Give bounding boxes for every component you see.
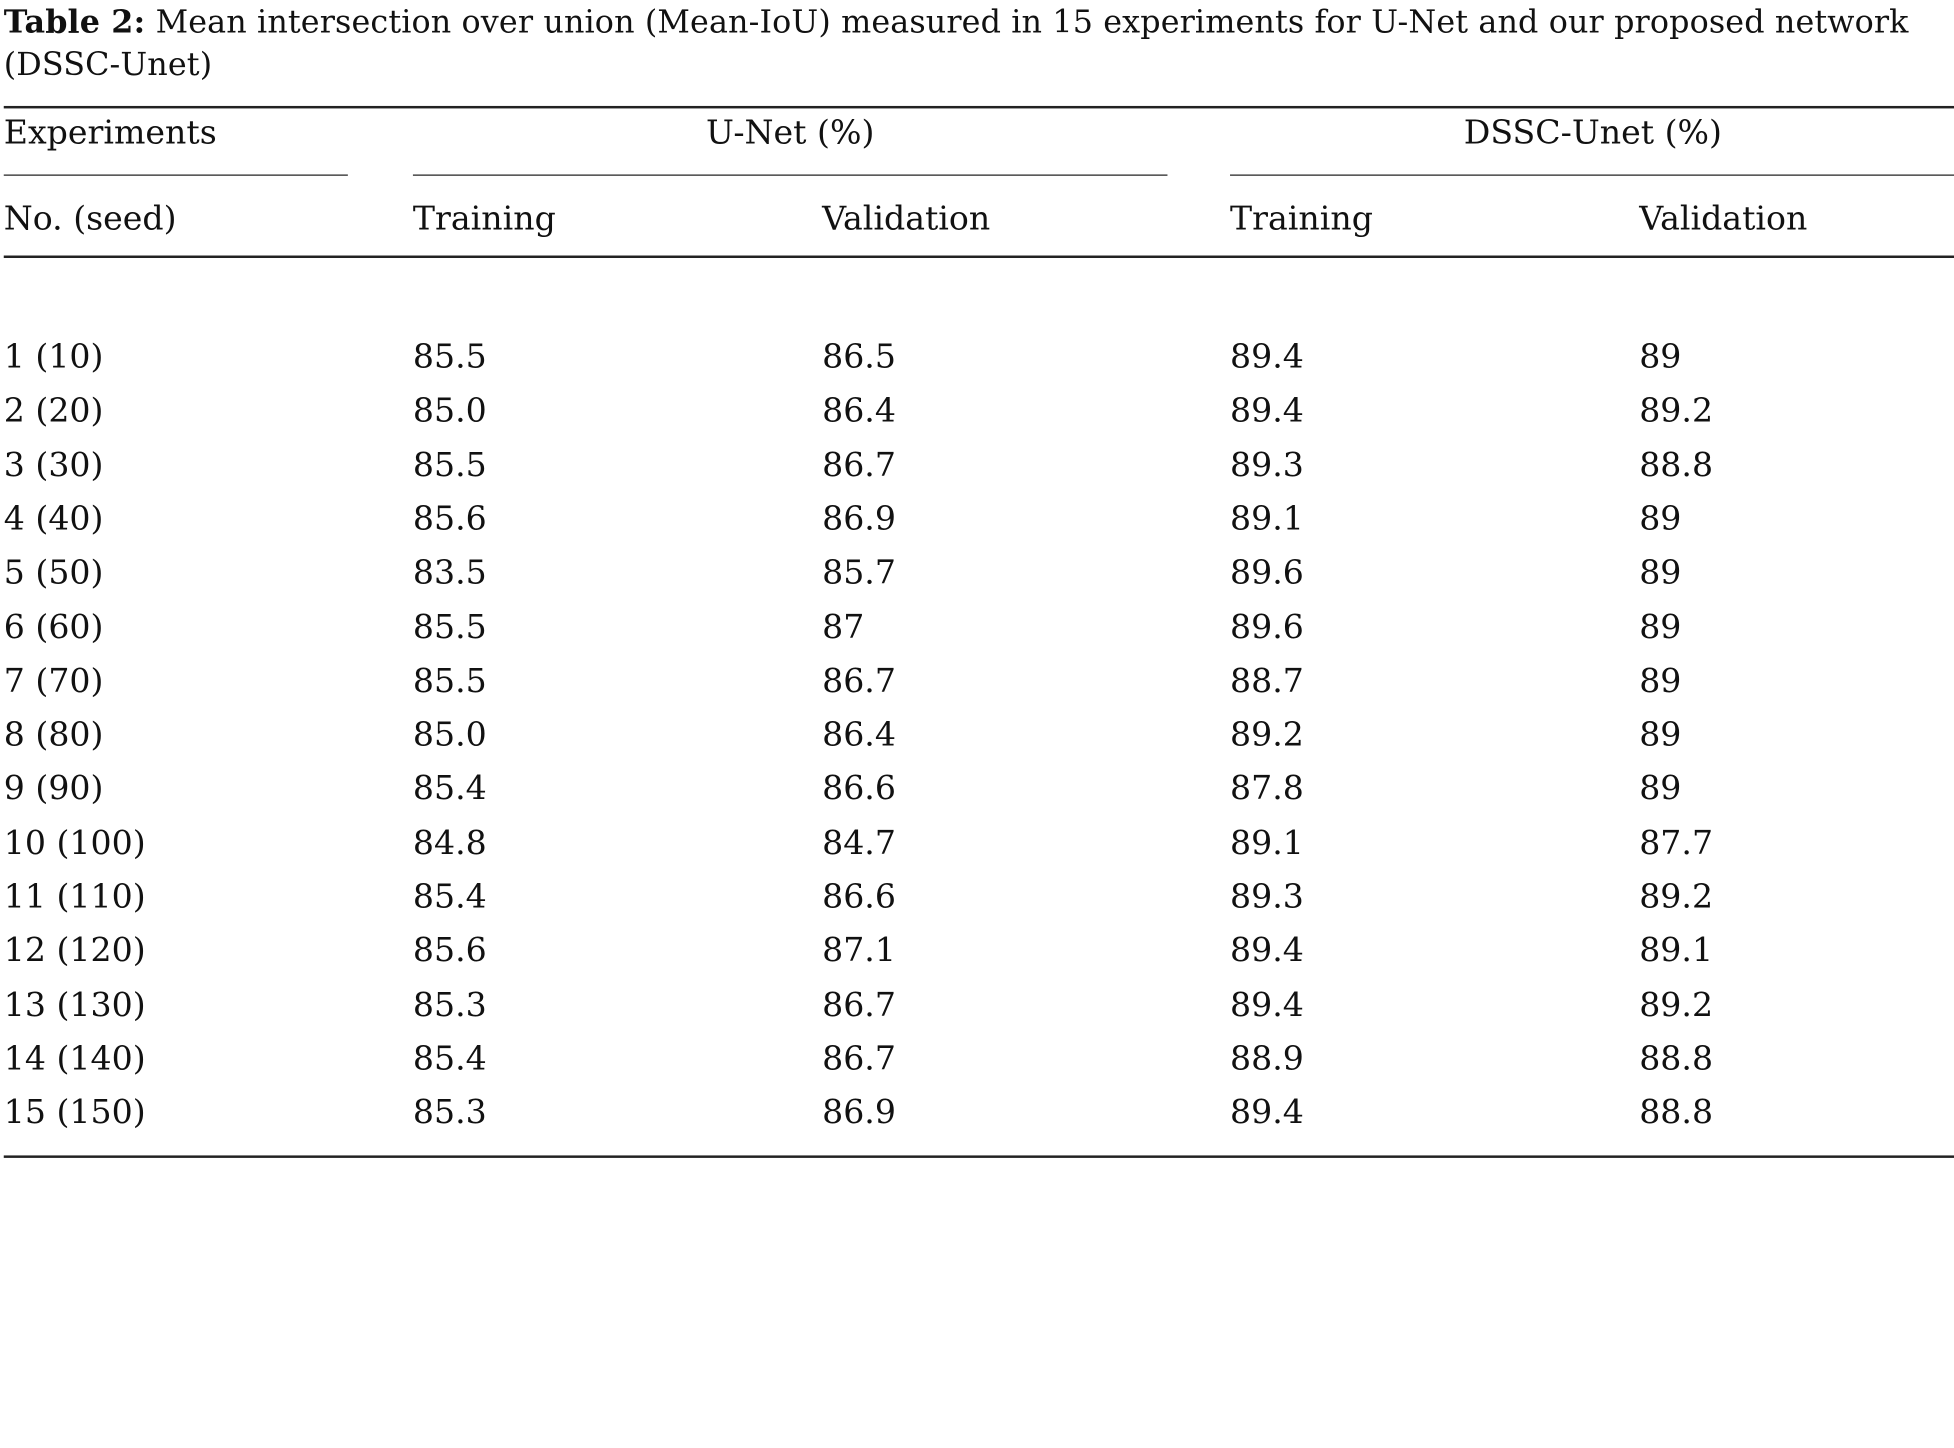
cell-dssc-training: 88.7 xyxy=(1230,661,1304,701)
group-header-unet: U-Net (%) xyxy=(705,113,875,153)
cell-seed: 8 (80) xyxy=(3,715,104,755)
cell-seed: 10 (100) xyxy=(3,823,146,863)
cell-unet-training: 85.5 xyxy=(412,661,487,701)
cell-unet-validation: 87.1 xyxy=(822,931,896,971)
cell-unet-training: 84.8 xyxy=(412,823,487,863)
cell-unet-training: 85.0 xyxy=(412,715,487,755)
cell-unet-training: 85.5 xyxy=(412,607,487,647)
cell-unet-validation: 86.7 xyxy=(822,445,896,485)
cell-unet-validation: 87 xyxy=(822,607,865,647)
cell-seed: 1 (10) xyxy=(3,337,104,377)
cell-dssc-validation: 89 xyxy=(1639,661,1682,701)
cell-dssc-validation: 89.1 xyxy=(1639,931,1714,971)
cell-unet-training: 85.6 xyxy=(412,931,487,971)
cell-unet-training: 85.4 xyxy=(412,1039,487,1078)
cell-dssc-training: 89.4 xyxy=(1230,337,1304,377)
cell-unet-training: 85.3 xyxy=(412,985,487,1025)
cell-unet-training: 85.4 xyxy=(412,877,487,917)
cell-dssc-validation: 89 xyxy=(1639,553,1682,593)
cell-unet-validation: 86.9 xyxy=(822,1093,896,1132)
cell-seed: 9 (90) xyxy=(3,769,104,809)
cell-unet-validation: 86.7 xyxy=(822,985,896,1025)
cell-unet-training: 85.0 xyxy=(412,391,487,431)
cell-unet-validation: 86.4 xyxy=(822,391,896,431)
cell-dssc-validation: 89.2 xyxy=(1639,985,1714,1025)
cell-unet-training: 85.6 xyxy=(412,499,487,539)
unet-underline xyxy=(412,174,1168,176)
cell-unet-validation: 86.5 xyxy=(822,337,896,377)
column-header-unet-validation: Validation xyxy=(822,199,991,239)
cell-seed: 4 (40) xyxy=(3,499,104,539)
cell-dssc-training: 89.6 xyxy=(1230,553,1304,593)
cell-dssc-validation: 88.8 xyxy=(1639,1039,1714,1078)
cell-dssc-validation: 89.2 xyxy=(1639,391,1714,431)
cell-unet-validation: 86.7 xyxy=(822,1039,896,1078)
column-header-dssc-training: Training xyxy=(1230,199,1373,239)
cell-dssc-validation: 88.8 xyxy=(1639,445,1714,485)
cell-seed: 13 (130) xyxy=(3,985,146,1025)
group-header-experiments: Experiments xyxy=(3,113,217,153)
cell-dssc-training: 89.4 xyxy=(1230,1093,1304,1132)
caption-text: Mean intersection over union (Mean-IoU) … xyxy=(3,2,1909,83)
cell-unet-validation: 86.4 xyxy=(822,715,896,755)
cell-dssc-training: 87.8 xyxy=(1230,769,1304,809)
cell-seed: 15 (150) xyxy=(3,1093,146,1132)
header-rule xyxy=(3,255,1954,259)
cell-seed: 7 (70) xyxy=(3,661,104,701)
cell-dssc-training: 89.1 xyxy=(1230,499,1304,539)
cell-seed: 11 (110) xyxy=(3,877,146,917)
caption-label: Table 2: xyxy=(3,2,146,40)
top-rule xyxy=(3,105,1954,109)
cell-unet-validation: 85.7 xyxy=(822,553,896,593)
cell-seed: 12 (120) xyxy=(3,931,146,971)
cell-dssc-training: 88.9 xyxy=(1230,1039,1304,1078)
cell-unet-training: 83.5 xyxy=(412,553,487,593)
cell-dssc-validation: 89.2 xyxy=(1639,877,1714,917)
cell-unet-training: 85.5 xyxy=(412,445,487,485)
cell-unet-training: 85.5 xyxy=(412,337,487,377)
cell-dssc-validation: 89 xyxy=(1639,769,1682,809)
cell-seed: 6 (60) xyxy=(3,607,104,647)
cell-dssc-validation: 87.7 xyxy=(1639,823,1714,863)
cell-seed: 3 (30) xyxy=(3,445,104,485)
cell-dssc-validation: 89 xyxy=(1639,607,1682,647)
cell-seed: 14 (140) xyxy=(3,1039,146,1078)
table-caption: Table 2: Mean intersection over union (M… xyxy=(4,0,1951,85)
cell-unet-validation: 86.6 xyxy=(822,877,896,917)
column-header-unet-training: Training xyxy=(412,199,556,239)
column-header-dssc-validation: Validation xyxy=(1639,199,1808,239)
column-header-no-seed: No. (seed) xyxy=(3,199,177,239)
experiments-underline xyxy=(3,174,348,176)
cell-dssc-validation: 88.8 xyxy=(1639,1093,1714,1132)
cell-dssc-validation: 89 xyxy=(1639,499,1682,539)
cell-seed: 2 (20) xyxy=(3,391,104,431)
cell-unet-training: 85.3 xyxy=(412,1093,487,1132)
cell-unet-validation: 86.7 xyxy=(822,661,896,701)
cell-dssc-training: 89.4 xyxy=(1230,985,1304,1025)
cell-dssc-training: 89.2 xyxy=(1230,715,1304,755)
cell-unet-validation: 86.6 xyxy=(822,769,896,809)
cell-unet-validation: 86.9 xyxy=(822,499,896,539)
cell-dssc-training: 89.3 xyxy=(1230,877,1304,917)
cell-dssc-training: 89.6 xyxy=(1230,607,1304,647)
group-header-dssc: DSSC-Unet (%) xyxy=(1463,113,1723,153)
cell-dssc-training: 89.1 xyxy=(1230,823,1304,863)
cell-unet-training: 85.4 xyxy=(412,769,487,809)
dssc-underline xyxy=(1230,174,1954,176)
cell-dssc-training: 89.4 xyxy=(1230,931,1304,971)
cell-dssc-validation: 89 xyxy=(1639,337,1682,377)
cell-unet-validation: 84.7 xyxy=(822,823,896,863)
cell-seed: 5 (50) xyxy=(3,553,104,593)
cell-dssc-training: 89.4 xyxy=(1230,391,1304,431)
cell-dssc-validation: 89 xyxy=(1639,715,1682,755)
bottom-rule xyxy=(3,1155,1954,1158)
cell-dssc-training: 89.3 xyxy=(1230,445,1304,485)
